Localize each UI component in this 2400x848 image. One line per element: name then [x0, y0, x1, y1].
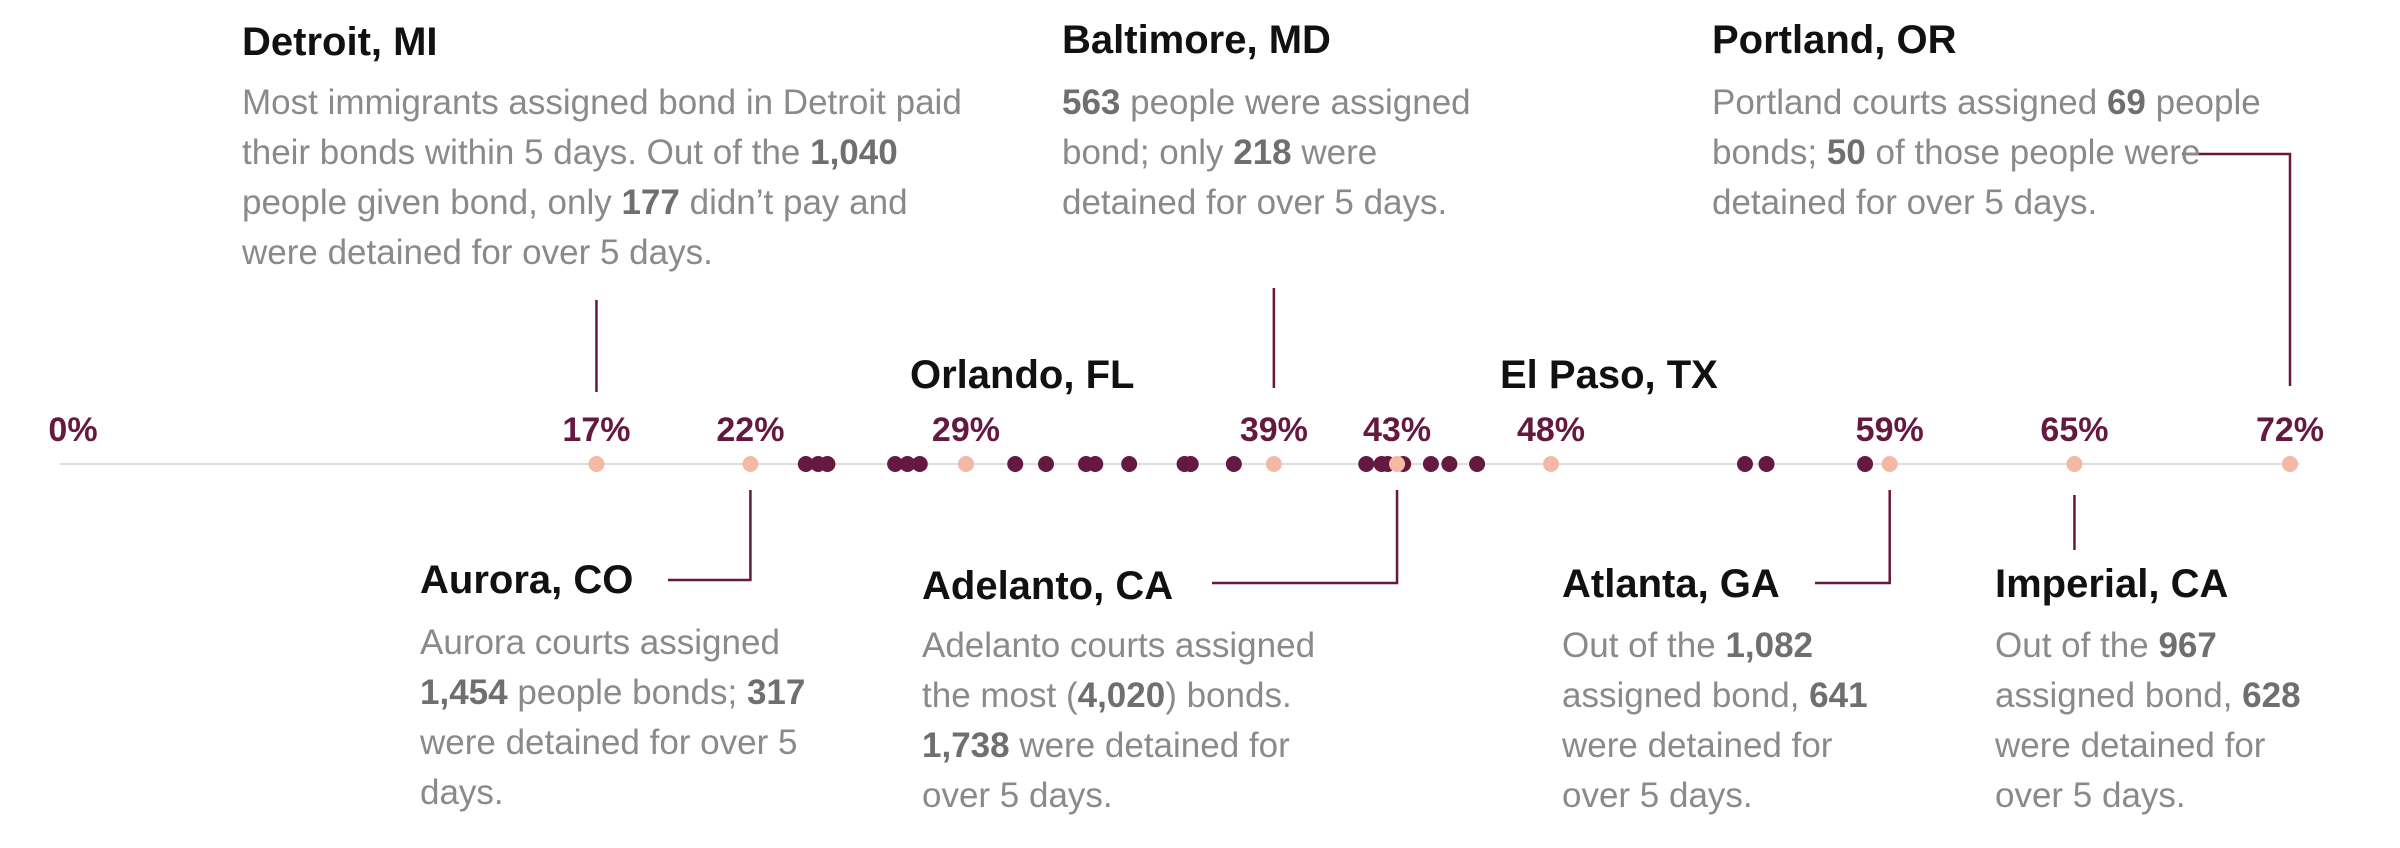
- tick-label: 22%: [716, 411, 784, 449]
- desc-text: people bonds;: [1712, 83, 2261, 172]
- desc-text: ) bonds.: [1165, 676, 1292, 715]
- desc-text: were detained for over 5 days.: [1062, 133, 1448, 222]
- desc-detroit: Most immigrants assigned bond in Detroit…: [242, 78, 972, 278]
- desc-text: people bonds;: [507, 673, 747, 712]
- dot-other-city: [1469, 456, 1486, 472]
- city-label-elpaso: El Paso, TX: [1500, 353, 1718, 397]
- dot-other-city: [1121, 456, 1138, 472]
- desc-imperial: Out of the 967 assigned bond, 628 were d…: [1995, 621, 2335, 821]
- desc-number: 177: [621, 183, 680, 222]
- highlighted-city-dots: [588, 456, 2298, 472]
- desc-number: 218: [1233, 133, 1292, 172]
- dot-other-city: [1038, 456, 1055, 472]
- desc-atlanta: Out of the 1,082 assigned bond, 641 were…: [1562, 621, 1902, 821]
- desc-aurora: Aurora courts assigned 1,454 people bond…: [420, 618, 830, 818]
- desc-text: Adelanto courts assigned the most (: [922, 626, 1316, 715]
- city-label-aurora: Aurora, CO: [420, 558, 634, 602]
- dot-other-city: [1087, 456, 1104, 472]
- dot-other-city: [1736, 456, 1753, 472]
- tick-label: 43%: [1363, 411, 1431, 449]
- desc-text: people given bond, only: [242, 183, 622, 222]
- desc-number: 628: [2242, 676, 2301, 715]
- dot-orlando-fl: [957, 456, 974, 472]
- desc-baltimore: 563 people were assigned bond; only 218 …: [1062, 78, 1482, 228]
- desc-number: 50: [1826, 133, 1866, 172]
- desc-number: 967: [2158, 626, 2217, 665]
- dot-imperial-ca: [2066, 456, 2083, 472]
- dot-detroit-mi: [588, 456, 605, 472]
- desc-adelanto: Adelanto courts assigned the most (4,020…: [922, 621, 1352, 821]
- city-label-portland: Portland, OR: [1712, 18, 1957, 62]
- desc-text: Out of the: [1562, 626, 1726, 665]
- dot-other-city: [1182, 456, 1199, 472]
- tick-label: 72%: [2256, 411, 2324, 449]
- desc-text: were detained for over 5 days.: [1562, 726, 1833, 815]
- tick-label: 29%: [932, 411, 1000, 449]
- leader-portland: [2182, 152, 2292, 386]
- desc-number: 1,738: [922, 726, 1010, 765]
- dot-other-city: [1358, 456, 1375, 472]
- desc-text: Portland courts assigned: [1712, 83, 2107, 122]
- tick-label: 17%: [562, 411, 630, 449]
- desc-number: 4,020: [1077, 676, 1166, 715]
- desc-text: were detained for over 5 days.: [1995, 726, 2266, 815]
- desc-text: Most immigrants assigned bond in Detroit…: [242, 83, 962, 172]
- desc-number: 1,454: [420, 673, 508, 712]
- dot-other-city: [1007, 456, 1024, 472]
- city-label-baltimore: Baltimore, MD: [1062, 18, 1331, 62]
- dot-other-city: [899, 456, 916, 472]
- desc-text: of those people were detained for over 5…: [1712, 133, 2201, 222]
- dot-adelanto-ca: [1389, 456, 1406, 472]
- desc-number: 1,082: [1725, 626, 1814, 665]
- dot-other-city: [1441, 456, 1458, 472]
- desc-text: didn’t pay and were detained for over 5 …: [242, 183, 908, 272]
- dot-other-city: [819, 456, 836, 472]
- tick-label: 0%: [48, 411, 97, 449]
- tick-label: 48%: [1517, 411, 1585, 449]
- desc-portland: Portland courts assigned 69 people bonds…: [1712, 78, 2312, 228]
- dot-el-paso-tx: [1543, 456, 1559, 472]
- desc-number: 69: [2106, 83, 2146, 122]
- tick-labels: 0% 17% 22% 29% 39% 43% 48% 59% 65% 72%: [48, 411, 2324, 449]
- desc-number: 317: [746, 673, 806, 712]
- dot-other-city: [1758, 456, 1775, 472]
- desc-number: 1,040: [810, 133, 898, 172]
- desc-text: were detained for over 5 days.: [420, 723, 798, 812]
- city-label-detroit: Detroit, MI: [242, 20, 438, 64]
- desc-number: 563: [1062, 83, 1121, 122]
- dot-other-city: [1422, 456, 1439, 472]
- dot-other-city: [887, 456, 904, 472]
- dot-other-city: [1225, 456, 1242, 472]
- dot-other-city: [797, 456, 814, 472]
- city-label-atlanta: Atlanta, GA: [1562, 562, 1780, 606]
- dot-baltimore-md: [1265, 456, 1282, 472]
- other-city-dots: [797, 456, 1874, 472]
- city-label-adelanto: Adelanto, CA: [922, 564, 1174, 608]
- tick-label: 59%: [1856, 411, 1924, 449]
- tick-label: 39%: [1240, 411, 1308, 449]
- tick-label: 65%: [2040, 411, 2108, 449]
- desc-text: Out of the: [1995, 626, 2159, 665]
- leader-lines: [595, 152, 2292, 585]
- desc-text: assigned bond,: [1995, 676, 2243, 715]
- desc-text: Aurora courts assigned: [420, 623, 780, 662]
- leader-adelanto: [1212, 490, 1399, 585]
- desc-text: were detained for over 5 days.: [922, 726, 1290, 815]
- dot-other-city: [1857, 456, 1874, 472]
- leader-aurora: [668, 490, 752, 582]
- desc-text: people were assigned bond; only: [1062, 83, 1471, 172]
- city-label-imperial: Imperial, CA: [1995, 562, 2229, 606]
- desc-text: assigned bond,: [1562, 676, 1810, 715]
- city-label-orlando: Orlando, FL: [910, 353, 1135, 397]
- desc-number: 641: [1809, 676, 1868, 715]
- dot-aurora-co: [742, 456, 759, 472]
- dot-atlanta-ga: [1881, 456, 1898, 472]
- leader-atlanta: [1815, 490, 1891, 585]
- dot-portland-or: [2282, 456, 2298, 472]
- dot-other-city: [911, 456, 928, 472]
